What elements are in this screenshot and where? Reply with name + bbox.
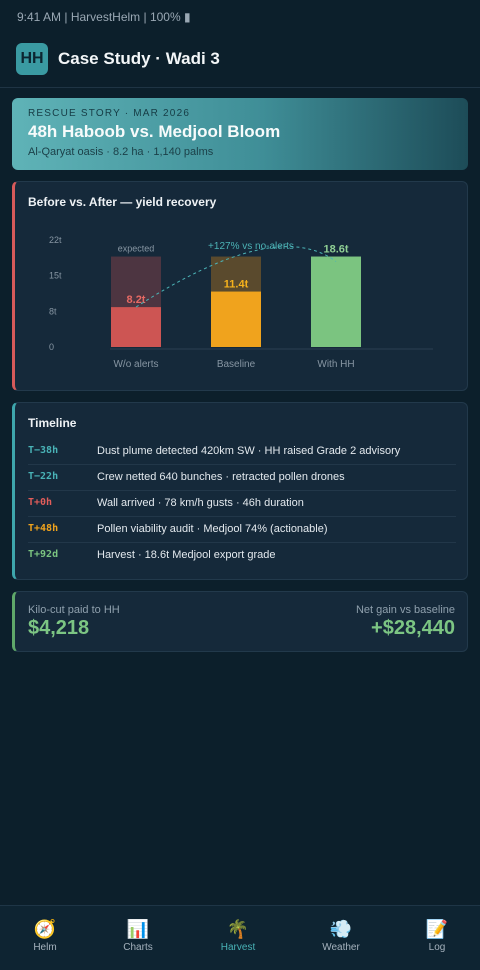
bottom-tab-bar: 🧭 Helm 📊 Charts 🌴 Harvest 💨 Weather 📝 Log [0, 905, 480, 970]
page-title: Case Study · Wadi 3 [58, 49, 220, 68]
tab-label: Charts [123, 942, 153, 953]
status-bar: 9:41 AM | HarvestHelm | 100% ▮ [17, 10, 191, 24]
memo-icon: 📝 [425, 919, 449, 939]
y-tick-label: 0 [49, 342, 54, 352]
timeline-row: T+0h Wall arrived · 78 km/h gusts · 46h d… [28, 491, 456, 517]
yield-bar [311, 256, 361, 347]
yield-bar [111, 307, 161, 347]
net-gain-block: Net gain vs baseline +$28,440 [356, 604, 455, 640]
timeline-event: Dust plume detected 420km SW · HH raised… [97, 445, 401, 457]
wind-icon: 💨 [329, 919, 353, 939]
timeline-row: T−38h Dust plume detected 420km SW · HH r… [28, 439, 456, 465]
tab-harvest[interactable]: 🌴 Harvest [198, 906, 278, 970]
timeline-row: T−22h Crew netted 640 bunches · retracted… [28, 465, 456, 491]
tab-log[interactable]: 📝 Log [397, 906, 477, 970]
timeline-time: T−38h [28, 445, 59, 456]
tab-label: Log [428, 942, 446, 953]
y-tick-label: 8t [49, 306, 57, 316]
y-tick-label: 15t [49, 271, 62, 281]
y-tick-label: 22t [49, 235, 62, 245]
kilo-cut-label: Kilo-cut paid to HH [28, 604, 120, 616]
timeline-event: Wall arrived · 78 km/h gusts · 46h durat… [97, 497, 304, 509]
timeline-row: T+48h Pollen viability audit · Medjool 74… [28, 517, 456, 543]
timeline-time: T−22h [28, 471, 59, 482]
timeline-title: Timeline [28, 416, 77, 430]
bar-chart-icon: 📊 [126, 919, 150, 939]
timeline-time: T+48h [28, 523, 59, 534]
chart-card-title: Before vs. After — yield recovery [28, 195, 217, 209]
expected-label: expected [118, 244, 155, 254]
recovery-curve [135, 246, 337, 308]
tab-label: Helm [33, 942, 57, 953]
timeline-event: Crew netted 640 bunches · retracted poll… [97, 471, 345, 483]
hero-title: 48h Haboob vs. Medjool Bloom [28, 122, 281, 141]
net-gain-label: Net gain vs baseline [355, 604, 455, 616]
yield-chart-card: Before vs. After — yield recovery 22t 15t… [12, 181, 468, 391]
timeline-time: T+92d [28, 549, 59, 560]
value-label: 11.4t [224, 279, 249, 291]
hero-subtitle: Al-Qaryat oasis · 8.2 ha · 1,140 palms [28, 146, 214, 158]
category-label: W/o alerts [113, 359, 158, 370]
tab-label: Harvest [220, 942, 256, 953]
hero-kicker: RESCUE STORY · MAR 2026 [28, 108, 191, 119]
value-label: 8.2t [127, 294, 146, 306]
value-label: 18.6t [323, 244, 348, 256]
yield-recovery-chart: 22t 15t 8t 0 8.2t W/o alerts 11.4t Baseline 18.6… [49, 235, 433, 370]
timeline-event: Pollen viability audit · Medjool 74% (ac… [97, 523, 328, 535]
rescue-story-banner: RESCUE STORY · MAR 2026 48h Haboob vs. M… [12, 98, 468, 170]
net-gain-value: +$28,440 [371, 617, 455, 639]
yield-bar [211, 291, 261, 347]
category-label: Baseline [217, 359, 256, 370]
category-label: With HH [317, 359, 354, 370]
recovery-annotation: +127% vs no-alerts [208, 241, 294, 252]
kilo-cut-block: Kilo-cut paid to HH $4,218 [28, 604, 120, 640]
app-header: HH Case Study · Wadi 3 [0, 40, 480, 88]
palm-tree-icon: 🌴 [226, 919, 250, 939]
timeline-row: T+92d Harvest · 18.6t Medjool export grad… [28, 543, 456, 569]
timeline-time: T+0h [28, 497, 53, 508]
tab-label: Weather [322, 942, 360, 953]
tab-helm[interactable]: 🧭 Helm [5, 906, 85, 970]
compass-icon: 🧭 [33, 919, 57, 939]
tab-charts[interactable]: 📊 Charts [98, 906, 178, 970]
timeline-card: Timeline T−38h Dust plume detected 420km … [12, 402, 468, 580]
payout-summary-card: Kilo-cut paid to HH $4,218 Net gain vs b… [12, 591, 468, 652]
timeline-event: Harvest · 18.6t Medjool export grade [97, 549, 276, 561]
kilo-cut-value: $4,218 [28, 617, 90, 639]
app-logo[interactable]: HH [16, 43, 48, 75]
tab-weather[interactable]: 💨 Weather [301, 906, 381, 970]
